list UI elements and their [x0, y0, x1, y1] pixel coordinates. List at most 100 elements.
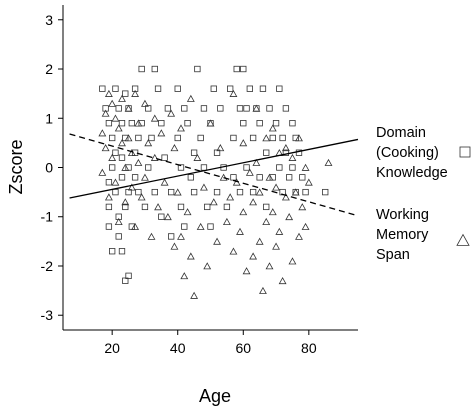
memory-point	[216, 144, 225, 152]
memory-point	[134, 158, 143, 166]
legend-memory-label: Working	[376, 207, 429, 223]
memory-point	[131, 89, 140, 97]
legend: Domain (Cooking) Knowledge Working Memory Spa…	[376, 125, 471, 263]
knowledge-point	[112, 85, 119, 92]
axes: 3 2 1 0 -1 -2 -3 20 40 60 80	[41, 5, 358, 356]
memory-point	[265, 173, 274, 181]
memory-point	[304, 178, 313, 186]
memory-point	[252, 158, 261, 166]
memory-point	[111, 178, 120, 186]
memory-point	[262, 217, 271, 225]
knowledge-point	[138, 65, 145, 73]
knowledge-point	[181, 105, 188, 112]
knowledge-point	[158, 213, 165, 220]
knowledge-point	[164, 105, 172, 112]
knowledge-point	[276, 164, 283, 171]
knowledge-point	[282, 105, 290, 112]
memory-point	[301, 222, 310, 230]
y-tick-label: -2	[41, 258, 54, 274]
knowledge-point	[105, 223, 113, 230]
memory-point	[186, 252, 195, 260]
knowledge-point	[289, 120, 296, 127]
knowledge-point	[223, 203, 231, 211]
y-axis-title: Zscore	[6, 139, 26, 194]
knowledge-point	[263, 203, 270, 211]
knowledge-point	[161, 154, 168, 161]
memory-point	[177, 232, 185, 240]
memory-point	[167, 109, 176, 117]
knowledge-point	[158, 120, 165, 127]
knowledge-point	[217, 105, 224, 112]
memory-point	[255, 188, 264, 196]
knowledge-point	[230, 174, 237, 181]
memory-point	[131, 222, 140, 230]
memory-point	[229, 89, 238, 97]
x-tick-label: 80	[301, 340, 317, 356]
knowledge-point	[276, 85, 283, 92]
memory-point	[193, 153, 202, 161]
memory-point	[157, 129, 166, 137]
knowledge-point	[243, 164, 250, 171]
memory-point	[118, 94, 126, 102]
knowledge-point	[151, 65, 158, 73]
knowledge-point	[207, 223, 214, 230]
memory-point	[249, 252, 258, 260]
memory-point	[288, 153, 297, 161]
memory-point	[249, 198, 258, 206]
memory-point	[222, 217, 231, 225]
memory-point	[137, 193, 146, 201]
knowledge-point	[154, 85, 162, 92]
knowledge-point	[190, 188, 198, 196]
knowledge-point	[240, 65, 247, 73]
memory-point	[259, 286, 267, 294]
memory-point	[203, 262, 212, 270]
memory-point	[268, 208, 277, 216]
memory-point	[111, 114, 120, 122]
memory-point	[144, 139, 153, 147]
knowledge-point	[295, 149, 303, 156]
memory-point	[101, 109, 110, 117]
memory-point	[124, 134, 133, 142]
x-axis-title: Age	[199, 386, 231, 406]
knowledge-point	[286, 174, 293, 181]
memory-point	[114, 217, 123, 225]
knowledge-point	[168, 188, 175, 196]
memory-point	[255, 237, 264, 245]
memory-point	[121, 163, 130, 171]
memory-point	[104, 89, 113, 97]
memory-point	[98, 129, 107, 137]
knowledge-point	[194, 65, 201, 73]
knowledge-point	[299, 174, 306, 181]
memory-point	[219, 173, 228, 181]
knowledge-point	[243, 105, 250, 112]
knowledge-point	[122, 203, 129, 211]
memory-point	[190, 291, 199, 299]
knowledge-point	[109, 248, 116, 255]
memory-point	[173, 188, 182, 196]
knowledge-point	[118, 174, 126, 181]
memory-point	[170, 144, 179, 152]
memory-point	[206, 119, 215, 127]
y-tick-label: 1	[45, 110, 53, 126]
knowledge-point	[105, 203, 113, 211]
x-tick-label: 20	[104, 340, 120, 356]
memory-point	[141, 173, 149, 181]
memory-point	[239, 208, 248, 216]
knowledge-point	[174, 134, 181, 142]
knowledge-point	[190, 149, 198, 156]
legend-memory-label: Memory	[376, 227, 429, 243]
knowledge-point	[269, 134, 276, 142]
memory-point	[98, 168, 107, 176]
memory-trend-line	[69, 133, 359, 217]
memory-point	[291, 188, 300, 196]
knowledge-point	[204, 203, 211, 211]
memory-point	[150, 114, 159, 122]
memory-point	[298, 203, 307, 211]
memory-point	[213, 237, 221, 245]
legend-knowledge-label: Knowledge	[376, 165, 448, 181]
memory-point	[281, 144, 290, 152]
knowledge-point	[118, 154, 126, 161]
memory-point	[160, 178, 169, 186]
memory-point	[288, 257, 297, 265]
knowledge-point	[282, 149, 290, 156]
